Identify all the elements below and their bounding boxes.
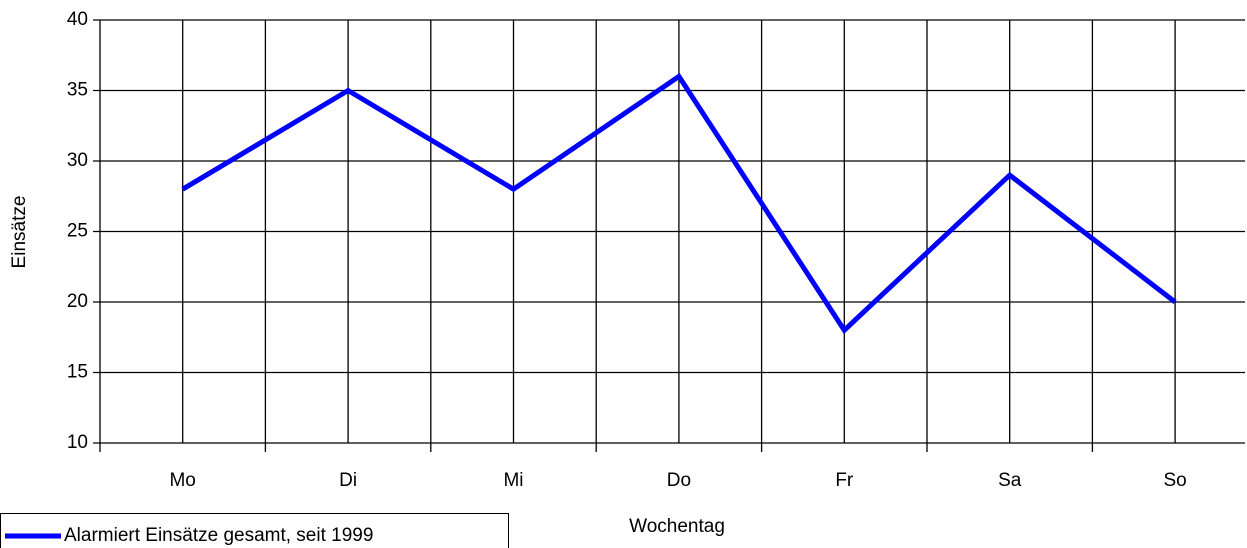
- y-tick-label: 15: [67, 362, 88, 383]
- x-tick-label: Di: [339, 470, 357, 491]
- y-axis-label: Einsätze: [9, 196, 30, 269]
- x-tick-label: Mi: [503, 470, 523, 491]
- y-tick-label: 20: [67, 291, 88, 312]
- y-tick-label: 40: [67, 9, 88, 30]
- data-line: [181, 72, 1177, 335]
- y-tick-label: 35: [67, 80, 88, 101]
- y-tick-label: 30: [67, 150, 88, 171]
- x-tick-label: So: [1163, 470, 1186, 491]
- legend-box: [0, 513, 509, 548]
- x-tick-label: Fr: [835, 470, 854, 491]
- legend-label: Alarmiert Einsätze gesamt, seit 1999: [64, 525, 373, 546]
- y-tick-label: 10: [67, 432, 88, 453]
- x-tick-label: Sa: [998, 470, 1022, 491]
- y-tick-label: 25: [67, 221, 88, 242]
- x-tick-label: Do: [667, 470, 691, 491]
- x-tick-label: Mo: [169, 470, 195, 491]
- x-axis-label: Wochentag: [629, 516, 725, 537]
